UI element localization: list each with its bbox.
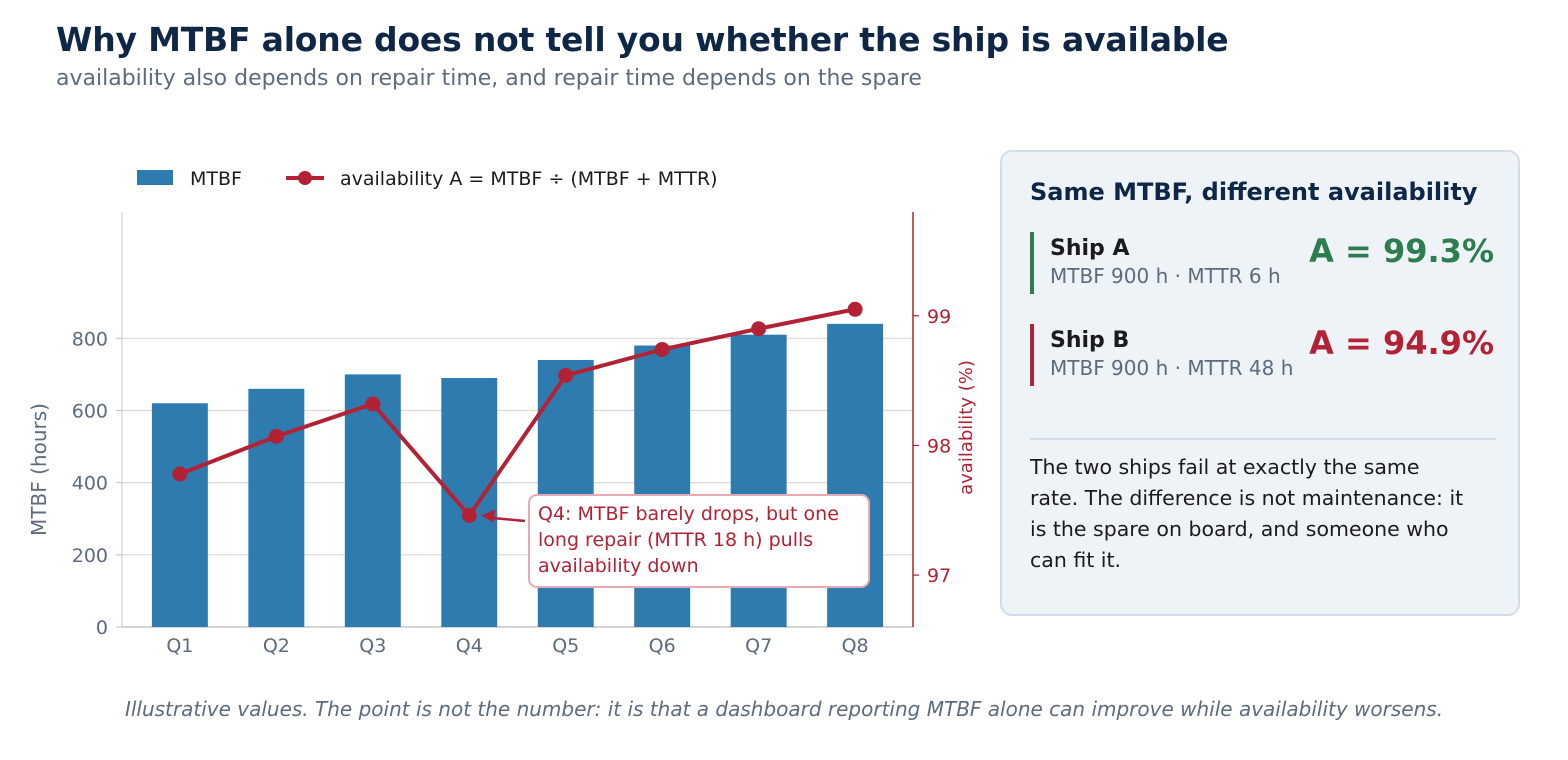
y2-axis-title: availability (%) [956,360,977,495]
bar-Q4 [441,378,498,627]
y-axis-title: MTBF (hours) [27,403,51,536]
legend-swatch-availability-marker [298,171,312,185]
legend-swatch-mtbf [137,170,173,185]
y-tick-label-200: 200 [72,545,108,567]
page-subtitle: availability also depends on repair time… [56,66,922,91]
x-tick-label-Q2: Q2 [263,635,290,657]
y-tick-label-600: 600 [72,400,108,422]
x-tick-label-Q8: Q8 [842,635,869,657]
bar-Q1 [151,403,208,627]
ship-a-availability: A = 99.3% [1309,232,1494,270]
x-tick-label-Q6: Q6 [649,635,676,657]
panel-body-text: The two ships fail at exactly the same r… [1030,455,1464,572]
annotation-text-line-2: long repair (MTTR 18 h) pulls [538,529,813,551]
ship-a-detail: MTBF 900 h · MTTR 6 h [1050,264,1281,288]
y2-tick-label-98: 98 [927,435,951,457]
annotation-box [528,494,870,588]
ship-b-detail: MTBF 900 h · MTTR 48 h [1050,356,1294,380]
y-tick-label-0: 0 [96,617,108,639]
y2-tick-label-97: 97 [927,565,951,587]
page-title: Why MTBF alone does not tell you whether… [56,20,1229,59]
availability-point-Q6 [654,341,670,357]
x-tick-label-Q1: Q1 [166,635,193,657]
ship-b-availability: A = 94.9% [1309,324,1494,362]
y-tick-label-800: 800 [72,328,108,350]
availability-point-Q5 [558,367,574,383]
ship-a-name: Ship A [1050,236,1130,261]
x-tick-label-Q3: Q3 [359,635,386,657]
panel-divider [1030,438,1496,440]
ship-b-name: Ship B [1050,328,1130,353]
x-tick-label-Q4: Q4 [456,635,483,657]
x-tick-label-Q7: Q7 [745,635,772,657]
annotation-text-line-3: availability down [538,555,699,577]
annotation-text-line-1: Q4: MTBF barely drops, but one [538,503,839,525]
y-tick-label-400: 400 [72,473,108,495]
y2-tick-label-99: 99 [927,306,951,328]
footnote: Illustrative values. The point is not th… [124,697,1444,721]
ship-b-card: Ship B MTBF 900 h · MTTR 48 h A = 94.9% [1030,324,1496,386]
availability-point-Q4 [461,507,477,523]
availability-point-Q1 [172,466,188,482]
legend-label-availability: availability A = MTBF ÷ (MTBF + MTTR) [340,168,718,190]
ship-a-card: Ship A MTBF 900 h · MTTR 6 h A = 99.3% [1030,232,1496,294]
bar-Q2 [248,388,305,627]
annotation-arrow-head [481,509,496,523]
availability-point-Q2 [268,428,284,444]
availability-point-Q7 [751,321,767,337]
comparison-panel: Same MTBF, different availability Ship A… [1000,150,1520,616]
availability-line [179,307,856,518]
availability-point-Q3 [365,396,381,412]
x-tick-label-Q5: Q5 [552,635,579,657]
bar-Q3 [344,374,401,627]
availability-point-Q8 [847,301,863,317]
legend-label-mtbf: MTBF [190,168,242,190]
panel-title: Same MTBF, different availability [1030,178,1478,206]
